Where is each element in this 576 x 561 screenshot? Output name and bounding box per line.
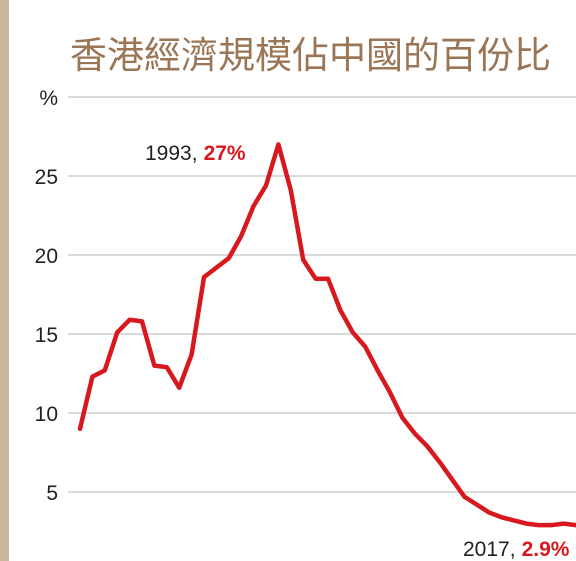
grid — [68, 96, 576, 493]
left-border — [0, 0, 9, 561]
y-tick-label: 5 — [46, 482, 58, 505]
y-tick-label: % — [39, 87, 58, 110]
y-tick-label: 20 — [35, 245, 58, 268]
annotation-text: 1993, — [145, 142, 198, 165]
annotation-value: 2.9% — [522, 538, 570, 561]
y-tick-label: 15 — [35, 324, 58, 347]
annotation-text: 2017, — [463, 538, 516, 561]
annotation-value: 27% — [204, 142, 246, 165]
annotation: 1993, 27% — [145, 142, 246, 165]
chart-title: 香港經濟規模佔中國的百份比 — [70, 34, 551, 77]
y-tick-label: 25 — [35, 166, 58, 189]
annotation: 2017, 2.9% — [463, 538, 570, 561]
data-line — [77, 142, 576, 528]
y-tick-label: 10 — [35, 403, 58, 426]
y-axis: 0510152025% — [35, 87, 58, 505]
plot-area — [77, 142, 576, 528]
